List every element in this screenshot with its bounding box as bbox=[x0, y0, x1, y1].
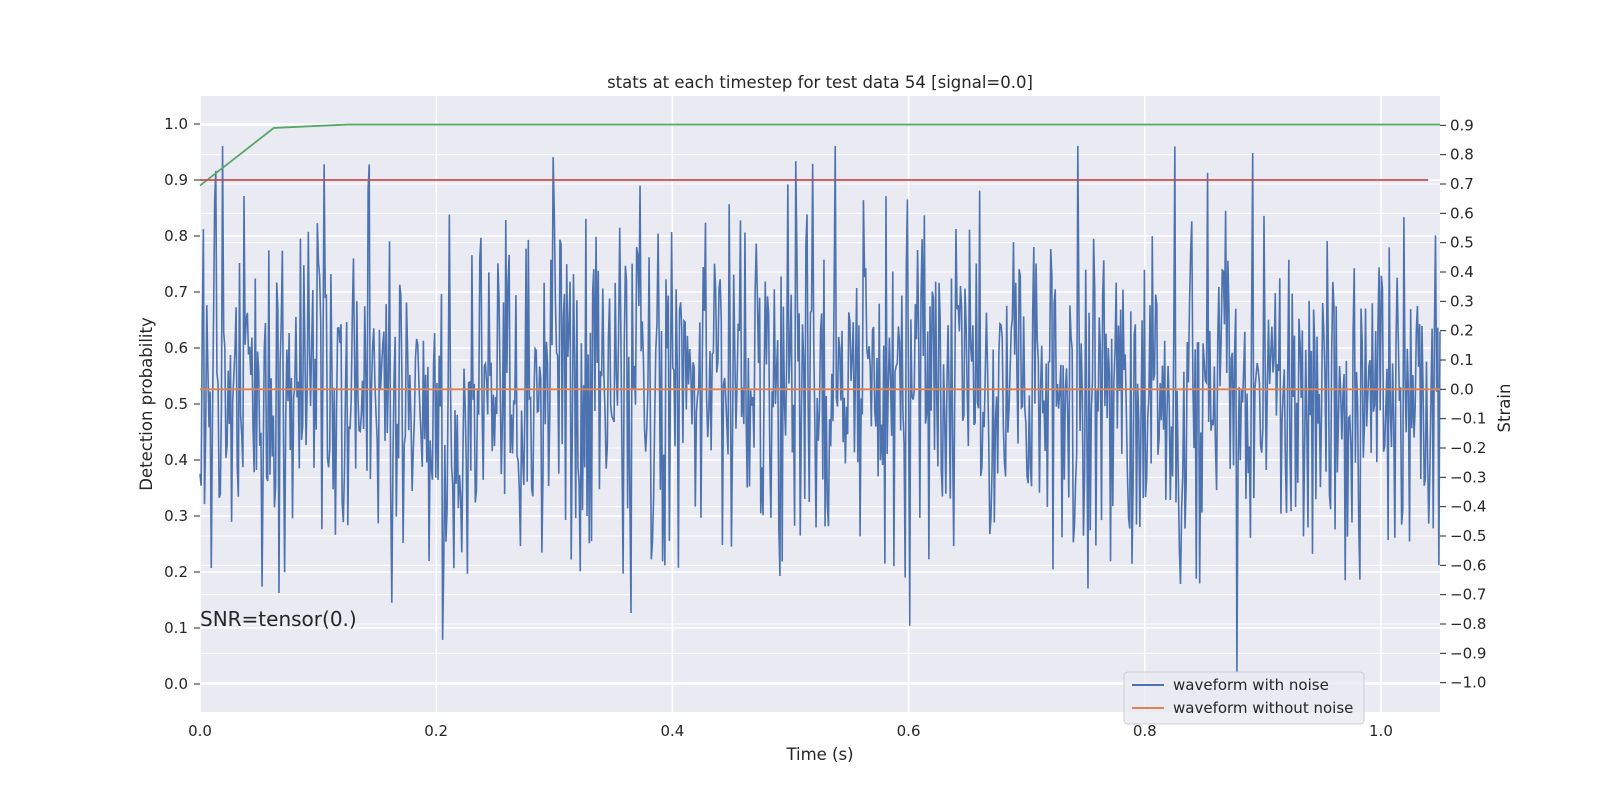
y-tick-label-right: −0.6 bbox=[1450, 556, 1486, 574]
y-tick-label-right: −0.7 bbox=[1450, 586, 1486, 604]
x-tick-label: 0.4 bbox=[660, 722, 684, 740]
y-tick-label-left: 0.4 bbox=[164, 451, 188, 469]
y-tick-label-right: 0.1 bbox=[1450, 351, 1474, 369]
x-axis-ticks: 0.0 0.2 0.4 0.6 0.8 1.0 bbox=[188, 722, 1393, 740]
legend: waveform with noise waveform without noi… bbox=[1123, 671, 1365, 725]
y-tick-label-left: 0.5 bbox=[164, 395, 188, 413]
y-tick-label-left: 0.3 bbox=[164, 507, 188, 525]
y-axis-title-left: Detection probability bbox=[137, 317, 156, 491]
y-tick-label-right: −0.4 bbox=[1450, 498, 1486, 516]
y-tick-label-right: −0.1 bbox=[1450, 410, 1486, 428]
y-tick-label-right: 0.9 bbox=[1450, 116, 1474, 134]
y-tick-label-right: 0.2 bbox=[1450, 322, 1474, 340]
y-tick-label-left: 0.1 bbox=[164, 619, 188, 637]
y-tick-label-right: −0.9 bbox=[1450, 644, 1486, 662]
y-tick-label-left: 0.9 bbox=[164, 171, 188, 189]
y-axis-title-right: Strain bbox=[1495, 384, 1514, 433]
y-tick-label-left: 0.2 bbox=[164, 563, 188, 581]
x-tick-label: 0.2 bbox=[424, 722, 448, 740]
chart-title: stats at each timestep for test data 54 … bbox=[607, 73, 1033, 92]
x-tick-label: 0.8 bbox=[1133, 722, 1157, 740]
y-tick-label-left: 0.0 bbox=[164, 675, 188, 693]
series-waveform-with-noise bbox=[199, 145, 1441, 673]
y-tick-label-left: 0.8 bbox=[164, 227, 188, 245]
y-tick-label-right: 0.0 bbox=[1450, 380, 1474, 398]
x-axis-title: Time (s) bbox=[785, 745, 853, 764]
y-tick-label-right: −0.3 bbox=[1450, 468, 1486, 486]
y-tick-label-right: 0.5 bbox=[1450, 234, 1474, 252]
y-tick-label-right: −0.8 bbox=[1450, 615, 1486, 633]
y-tick-label-right: 0.4 bbox=[1450, 263, 1474, 281]
right-axis-ticks: −1.0 −0.9 −0.8 −0.7 −0.6 −0.5 −0.4 −0.3 −0.2 −0.1… bbox=[1440, 116, 1486, 692]
y-tick-label-left: 0.7 bbox=[164, 283, 188, 301]
y-tick-label-right: −0.2 bbox=[1450, 439, 1486, 457]
snr-annotation: SNR=tensor(0.) bbox=[200, 607, 357, 631]
y-tick-label-left: 1.0 bbox=[164, 115, 188, 133]
legend-box bbox=[1123, 671, 1365, 725]
y-tick-label-right: 0.7 bbox=[1450, 175, 1474, 193]
series-detection-probability bbox=[199, 123, 1440, 187]
y-tick-label-right: −0.5 bbox=[1450, 527, 1486, 545]
x-tick-label: 0.6 bbox=[897, 722, 921, 740]
legend-label-waveform-with-noise: waveform with noise bbox=[1173, 676, 1329, 694]
x-tick-label: 0.0 bbox=[188, 722, 212, 740]
x-tick-label: 1.0 bbox=[1369, 722, 1393, 740]
left-axis-ticks: 0.0 0.1 0.2 0.3 0.4 0.5 0.6 0.7 0.8 0.9 1.0 bbox=[164, 115, 200, 693]
series-layer bbox=[199, 123, 1441, 673]
y-tick-label-right: 0.6 bbox=[1450, 204, 1474, 222]
legend-label-waveform-without-noise: waveform without noise bbox=[1173, 699, 1353, 717]
y-tick-label-left: 0.6 bbox=[164, 339, 188, 357]
y-tick-label-right: 0.3 bbox=[1450, 292, 1474, 310]
y-tick-label-right: 0.8 bbox=[1450, 146, 1474, 164]
y-tick-label-right: −1.0 bbox=[1450, 674, 1486, 692]
